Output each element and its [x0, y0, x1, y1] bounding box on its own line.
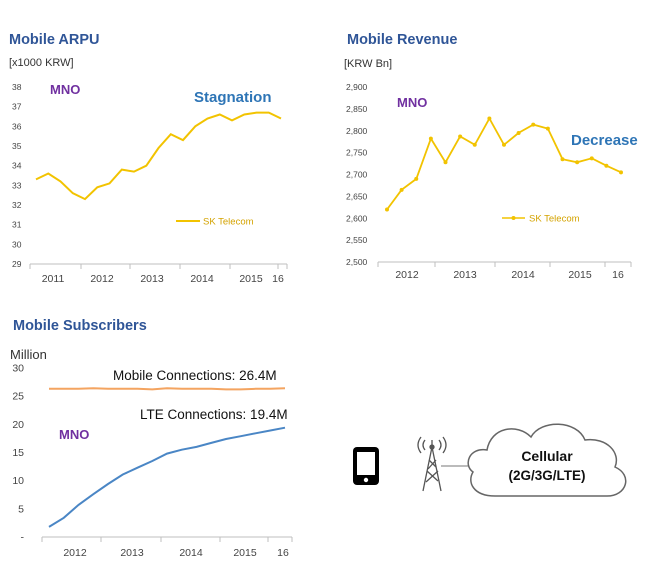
- revenue-x-label: 2014: [511, 269, 535, 281]
- revenue-point: [472, 142, 477, 147]
- subs-y-tick: 25: [12, 391, 24, 403]
- arpu-x-label: 2012: [90, 273, 114, 285]
- revenue-point: [428, 136, 433, 141]
- revenue-x-label: 16: [612, 269, 624, 281]
- cloud-icon: [467, 423, 627, 497]
- connectivity-diagram: Cellular (2G/3G/LTE): [353, 423, 627, 497]
- revenue-decrease-label: Decrease: [571, 132, 638, 149]
- subs-lte-connections-line: [48, 426, 286, 528]
- revenue-point: [414, 176, 419, 181]
- revenue-y-tick: 2,650: [346, 191, 368, 201]
- revenue-x-label: 2013: [453, 269, 477, 281]
- revenue-legend-label: SK Telecom: [529, 214, 580, 225]
- subs-mno-label: MNO: [59, 427, 89, 442]
- revenue-point: [531, 122, 536, 127]
- subs-y-tick: 20: [12, 419, 24, 431]
- revenue-point: [458, 134, 463, 139]
- subs-x-label: 16: [277, 547, 289, 559]
- revenue-legend-marker: [511, 216, 516, 220]
- subs-lte-connections-label: LTE Connections: 19.4M: [140, 407, 288, 422]
- subscribers-chart: - 5 10 15 20 25 30 2012 2013 2014 2015 16 Mobile Con…: [12, 363, 293, 559]
- revenue-y-tick: 2,900: [346, 82, 368, 92]
- revenue-y-tick: 2,700: [346, 170, 368, 180]
- subs-y-tick: -: [21, 532, 25, 544]
- arpu-y-tick: 35: [12, 141, 22, 151]
- arpu-x-label: 2014: [190, 273, 214, 285]
- arpu-series-line: [35, 111, 282, 201]
- arpu-y-tick: 29: [12, 259, 22, 269]
- subscribers-title: Mobile Subscribers: [13, 318, 147, 334]
- subs-mobile-connections-line: [49, 387, 286, 391]
- arpu-y-tick: 32: [12, 200, 22, 210]
- arpu-x-label: 2015: [239, 273, 263, 285]
- arpu-y-tick: 38: [12, 82, 22, 92]
- arpu-mno-label: MNO: [50, 82, 80, 97]
- revenue-y-tick: 2,750: [346, 148, 368, 158]
- revenue-point: [516, 130, 521, 135]
- arpu-unit-label: [x1000 KRW]: [9, 57, 74, 69]
- subs-x-label: 2014: [179, 547, 203, 559]
- arpu-chart: 29 30 31 32 33 34 35 36 37 38 2011 2012 2013 2014 2015…: [12, 82, 288, 285]
- revenue-point: [385, 207, 389, 212]
- revenue-point: [619, 170, 623, 175]
- subs-y-tick: 5: [18, 503, 24, 515]
- arpu-y-tick: 31: [12, 220, 22, 230]
- revenue-mno-label: MNO: [397, 95, 427, 110]
- revenue-chart: 2,500 2,550 2,600 2,650 2,700 2,750 2,800 2,850…: [346, 82, 638, 281]
- revenue-point: [443, 160, 448, 165]
- revenue-point: [502, 142, 506, 147]
- arpu-y-tick: 30: [12, 239, 22, 249]
- revenue-point: [545, 126, 550, 131]
- revenue-y-tick: 2,500: [346, 257, 368, 267]
- cell-tower-icon: [417, 436, 447, 492]
- arpu-x-label: 2013: [140, 273, 164, 285]
- subs-y-tick: 30: [12, 363, 24, 375]
- revenue-point: [575, 160, 580, 165]
- revenue-point: [604, 163, 609, 168]
- revenue-y-tick: 2,850: [346, 104, 368, 114]
- revenue-point: [399, 187, 404, 192]
- subs-x-label: 2013: [120, 547, 144, 559]
- arpu-y-tick: 36: [12, 121, 22, 131]
- arpu-x-label: 16: [272, 273, 284, 285]
- cloud-label-line1: Cellular: [521, 448, 573, 464]
- arpu-title: Mobile ARPU: [9, 32, 100, 48]
- revenue-y-tick: 2,800: [346, 126, 368, 136]
- arpu-y-tick: 33: [12, 180, 22, 190]
- subs-mobile-connections-label: Mobile Connections: 26.4M: [113, 368, 277, 383]
- subs-x-label: 2015: [233, 547, 257, 559]
- revenue-x-label: 2012: [395, 269, 419, 281]
- revenue-point: [560, 157, 565, 162]
- arpu-y-tick: 37: [12, 102, 22, 112]
- revenue-y-tick: 2,550: [346, 235, 368, 245]
- revenue-y-tick: 2,600: [346, 213, 368, 223]
- revenue-x-label: 2015: [568, 269, 592, 281]
- revenue-title: Mobile Revenue: [347, 32, 458, 48]
- subs-x-label: 2012: [63, 547, 87, 559]
- arpu-x-label: 2011: [42, 273, 65, 285]
- subs-y-tick: 15: [12, 447, 24, 459]
- cloud-label-line2: (2G/3G/LTE): [508, 468, 585, 483]
- arpu-stagnation-label: Stagnation: [194, 89, 272, 106]
- arpu-legend-label: SK Telecom: [203, 217, 254, 228]
- subs-y-tick: 10: [12, 475, 24, 487]
- revenue-point: [487, 116, 492, 121]
- revenue-unit-label: [KRW Bn]: [344, 58, 393, 70]
- revenue-point: [589, 156, 594, 161]
- arpu-y-tick: 34: [12, 161, 22, 171]
- smartphone-icon: [353, 447, 379, 485]
- subscribers-unit-label: Million: [10, 347, 47, 362]
